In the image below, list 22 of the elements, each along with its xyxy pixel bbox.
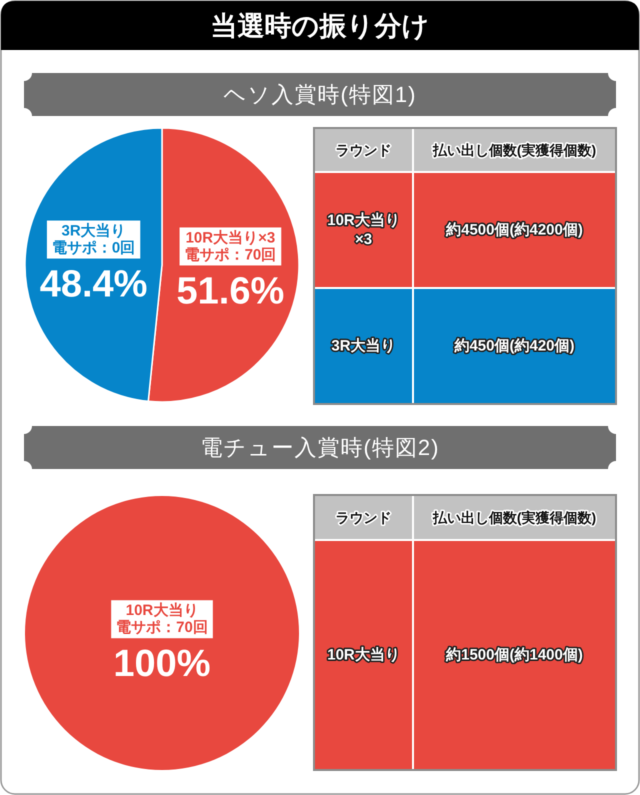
chart-subtitle: 電チュー入賞時(特図2) — [200, 435, 440, 460]
slice-label: 10R大当り×3 — [186, 229, 276, 246]
data-label: 100% — [113, 643, 211, 686]
slice-label: 10R大当り — [126, 602, 198, 620]
text: 電サポ：70回 — [184, 246, 276, 264]
text: 約4500個(約4200個) — [445, 222, 583, 238]
text: 10R大当り ×3 — [327, 212, 400, 248]
text: ラウンド — [336, 510, 392, 526]
text: 電サポ：70回 — [116, 619, 208, 636]
chart-subtitle: ヘソ入賞時(特図1) — [224, 82, 416, 107]
text: 払い出し個数(実獲得個数) — [432, 510, 596, 526]
text: 電サポ：0回 — [52, 240, 136, 257]
text: 約450個(約420個) — [453, 338, 575, 354]
text: 約1500個(約1400個) — [445, 646, 583, 664]
text: ラウンド — [336, 142, 392, 158]
slice-label: 3R大当り — [61, 222, 126, 240]
text: 払い出し個数(実獲得個数) — [432, 142, 596, 158]
text: 3R大当り — [331, 338, 396, 354]
data-label: 51.6% — [176, 270, 284, 312]
text: 10R大当り — [327, 646, 400, 664]
chart-title: 当選時の振り分け — [210, 11, 430, 41]
data-label: 48.4% — [40, 264, 148, 306]
